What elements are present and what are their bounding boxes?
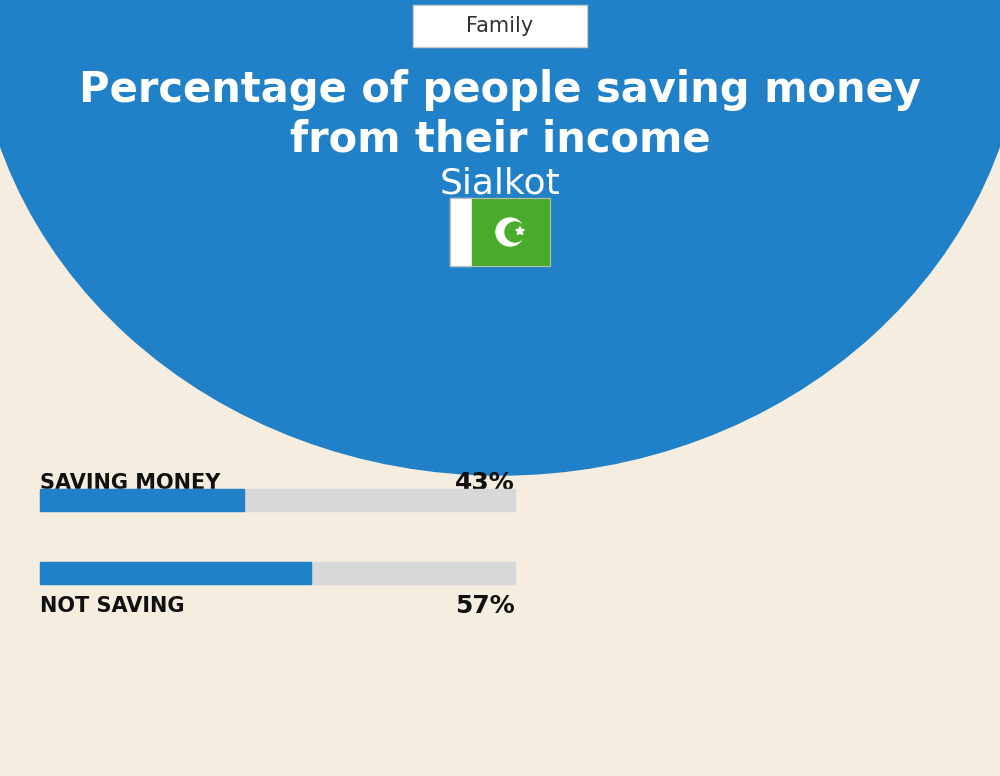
Ellipse shape (0, 0, 1000, 475)
Polygon shape (516, 227, 524, 234)
Bar (40, 562, 515, 584)
Bar (40, 489, 244, 511)
Bar (450, 198, 472, 266)
Bar (40, 489, 515, 511)
Bar (472, 198, 550, 266)
Text: SAVING MONEY: SAVING MONEY (40, 473, 220, 493)
Text: Sialkot: Sialkot (440, 166, 560, 200)
Text: NOT SAVING: NOT SAVING (40, 596, 184, 616)
Text: Family: Family (466, 16, 534, 36)
Circle shape (505, 222, 525, 242)
Text: 43%: 43% (455, 471, 515, 495)
Text: Percentage of people saving money: Percentage of people saving money (79, 69, 921, 111)
Bar (40, 562, 311, 584)
Text: from their income: from their income (290, 119, 710, 161)
Text: 57%: 57% (455, 594, 515, 618)
Circle shape (496, 218, 524, 246)
Bar (450, 198, 550, 266)
FancyBboxPatch shape (413, 5, 587, 47)
